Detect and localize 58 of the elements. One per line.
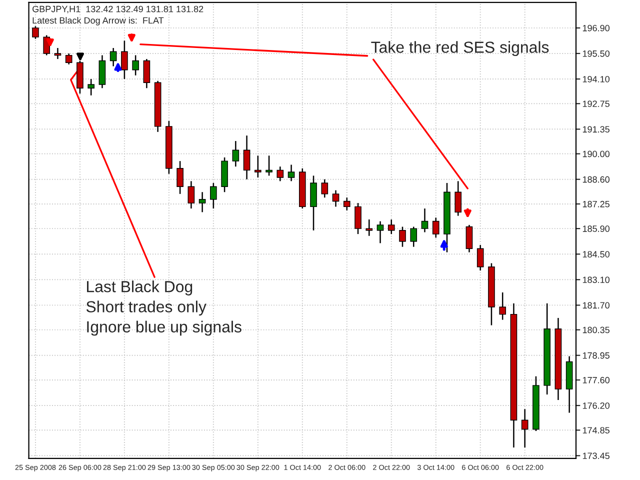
annotation: Last Black Dog Short trades only Ignore blue up signals [86,280,242,336]
candlestick [198,191,206,213]
y-tick-label: 187.25 [582,200,610,208]
y-tick-label: 196.90 [582,24,610,32]
candlestick [210,182,217,210]
candlestick [343,196,350,211]
candlestick [410,226,418,248]
y-tick-label: 190.00 [582,150,610,158]
candlestick [499,292,506,320]
candlestick [232,140,240,168]
y-tick-label: 181.70 [582,302,610,309]
candlestick [88,78,94,96]
text: Latest Black Dog Arrow is: FLAT [32,16,164,26]
y-tick-label: 178.95 [582,352,610,359]
chart-title: GBPJPY,H1 132.42 132.49 131.81 131.82 [32,6,204,14]
candlestick [366,218,373,236]
candlestick [65,52,72,66]
candlestick [476,244,484,272]
candlestick [432,217,440,238]
candlestick [421,208,428,233]
y-tick-label: 191.35 [582,126,610,133]
y-tick-label: 180.35 [582,326,610,334]
y-tick-label: 194.10 [582,76,610,82]
y-tick-label: 195.50 [582,50,610,57]
candlestick [388,218,395,235]
candlestick [110,47,117,67]
y-tick-label: 184.50 [582,251,610,258]
candlestick [121,40,128,80]
candlestick [176,160,184,195]
y-tick-label: 185.90 [582,226,610,232]
candlestick [98,54,106,89]
y-tick-label: 183.10 [582,276,610,284]
candlestick [188,180,195,210]
y-tick-label: 192.75 [582,100,610,107]
candlestick [354,202,362,235]
candlestick [521,408,528,448]
candlestick [132,54,139,76]
candlestick [321,178,328,198]
candlestick [466,224,473,253]
candlestick [243,134,250,180]
y-tick-label: 177.60 [582,376,610,384]
y-tick-label: 188.60 [582,176,610,183]
candlestick [454,180,462,216]
candlestick [32,25,39,40]
candlestick [266,154,272,176]
y-tick-label: 176.20 [582,402,610,409]
y-tick-label: 174.85 [582,427,610,434]
candlestick [288,164,295,182]
candlestick [143,58,150,89]
y-tick-label: 173.45 [582,452,610,460]
candlestick [310,175,317,232]
candlestick [376,220,384,244]
candlestick [254,154,262,178]
candlestick [54,47,62,60]
candlestick [332,190,340,208]
candlestick [399,226,406,248]
annotation: Take the red SES signals [371,41,549,56]
candlestick [276,166,284,182]
